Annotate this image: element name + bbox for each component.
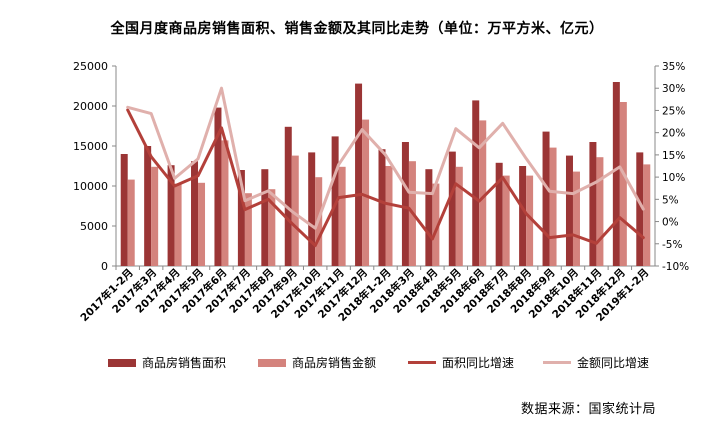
right-tick-label: 35% <box>662 61 685 73</box>
bar-area <box>472 100 480 267</box>
bar-amount <box>432 183 440 266</box>
bar-amount <box>619 102 627 266</box>
right-tick-label: 25% <box>662 105 685 117</box>
bar-amount <box>643 164 651 266</box>
bar-area <box>284 126 292 266</box>
source-note: 数据来源：国家统计局 <box>520 402 656 417</box>
bar-area <box>542 131 550 266</box>
legend-label-amount-growth: 金额同比增速 <box>577 356 650 370</box>
bar-amount <box>127 179 135 266</box>
left-tick-label: 20000 <box>73 100 108 113</box>
bar-amount <box>572 171 580 266</box>
right-tick-label: 10% <box>662 172 685 184</box>
right-tick-label: 20% <box>662 128 685 140</box>
legend-label-area: 商品房销售面积 <box>142 356 227 370</box>
right-tick-label: -5% <box>662 239 682 251</box>
right-tick-label: 15% <box>662 150 685 162</box>
line-amount-growth <box>126 86 645 230</box>
legend-swatch-amount-growth <box>543 361 571 364</box>
legend-item-amount-growth: 金额同比增速 <box>543 354 649 371</box>
bar-amount <box>526 175 534 266</box>
bar-area <box>612 82 620 266</box>
bar-area <box>589 142 597 266</box>
legend-swatch-area <box>108 358 136 367</box>
bar-amount <box>338 166 346 266</box>
bar-area <box>331 136 339 266</box>
bar-area <box>144 146 152 266</box>
bar-area <box>261 169 269 266</box>
bar-amount <box>174 183 182 266</box>
bar-area <box>425 169 433 266</box>
bar-amount <box>479 120 487 267</box>
legend: 商品房销售面积 商品房销售金额 面积同比增速 金额同比增速 <box>0 354 714 374</box>
bar-area <box>308 152 316 266</box>
bar-area <box>495 162 503 266</box>
right-tick-label: 30% <box>662 83 685 95</box>
bar-amount <box>455 166 463 266</box>
bar-amount <box>244 193 252 266</box>
bar-area <box>448 151 456 266</box>
right-tick-label: 5% <box>662 194 679 206</box>
bar-amount <box>385 166 393 266</box>
bar-amount <box>362 119 370 266</box>
bar-amount <box>198 182 206 266</box>
bar-amount <box>151 166 159 266</box>
left-tick-label: 15000 <box>73 140 108 153</box>
left-tick-label: 0 <box>101 260 108 273</box>
bar-amount <box>221 140 229 266</box>
bar-area <box>565 155 573 266</box>
bar-area <box>401 142 409 266</box>
bar-amount <box>268 189 276 266</box>
bar-area <box>378 149 386 266</box>
bar-area <box>120 154 128 266</box>
bar-area <box>355 83 363 266</box>
bar-area <box>237 170 245 266</box>
right-tick-label: -10% <box>662 261 689 273</box>
legend-item-area-growth: 面积同比增速 <box>408 354 514 371</box>
legend-label-amount: 商品房销售金额 <box>292 356 377 370</box>
bar-area <box>191 161 199 266</box>
left-tick-label: 5000 <box>80 220 108 233</box>
legend-item-amount: 商品房销售金额 <box>258 354 376 371</box>
legend-item-area: 商品房销售面积 <box>108 354 226 371</box>
chart-title: 全国月度商品房销售面积、销售金额及其同比走势（单位：万平方米、亿元） <box>110 21 604 37</box>
legend-swatch-area-growth <box>408 361 436 364</box>
bar-amount <box>291 155 299 266</box>
line-area-growth <box>126 108 645 248</box>
bar-amount <box>549 147 557 266</box>
bar-area <box>167 165 175 266</box>
bar-area <box>519 166 527 266</box>
left-tick-label: 10000 <box>73 180 108 193</box>
legend-swatch-amount <box>258 358 286 367</box>
legend-label-area-growth: 面积同比增速 <box>442 356 515 370</box>
bar-area <box>214 107 222 266</box>
bar-amount <box>596 157 604 266</box>
left-tick-label: 25000 <box>73 60 108 73</box>
right-tick-label: 0% <box>662 217 679 229</box>
bar-area <box>636 152 644 266</box>
bar-amount <box>502 175 510 266</box>
